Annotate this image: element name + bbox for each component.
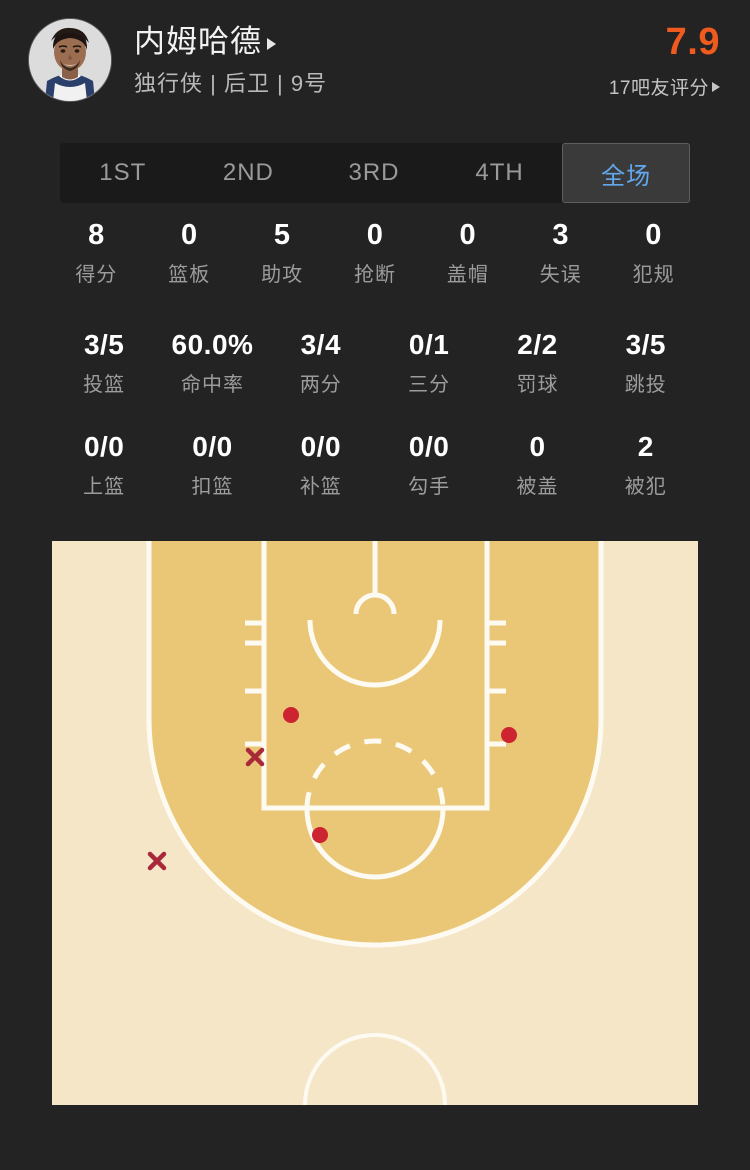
stat-dunks: 0/0 扣篮 [158, 430, 266, 499]
rating-score: 7.9 [665, 20, 720, 63]
stat-label: 命中率 [180, 374, 244, 396]
stat-value: 0/1 [408, 329, 450, 360]
stat-value: 3/5 [625, 329, 667, 360]
stat-fouls: 0 犯规 [607, 218, 700, 287]
stat-value: 0/0 [83, 431, 125, 462]
stat-hook-shots: 0/0 勾手 [375, 430, 483, 499]
stat-label: 跳投 [624, 374, 667, 396]
stat-value: 0 [366, 219, 384, 251]
shot-make-marker[interactable] [283, 707, 299, 723]
stat-free-throws: 2/2 罚球 [483, 328, 591, 397]
stat-value: 0 [529, 431, 546, 462]
stat-fg-percentage: 60.0% 命中率 [158, 328, 266, 397]
stat-label: 两分 [299, 374, 342, 396]
free-throw-circle-dashed-half [304, 738, 446, 810]
stat-label: 补篮 [299, 476, 342, 498]
stat-rebounds: 0 篮板 [143, 218, 236, 287]
avatar-image [29, 19, 111, 101]
stat-value: 0/0 [192, 431, 233, 462]
stat-label: 犯规 [632, 264, 675, 286]
page-title: 内姆哈德 [134, 24, 262, 59]
stat-value: 3 [552, 219, 570, 251]
stat-turnovers: 3 失误 [514, 218, 607, 287]
stat-layups: 0/0 上篮 [50, 430, 158, 499]
stat-shots-blocked: 0 被盖 [483, 430, 591, 499]
stat-label: 抢断 [354, 264, 396, 286]
stat-label: 失误 [539, 264, 582, 286]
lane-hash-marks-left [245, 620, 264, 747]
center-circle-arc [303, 1033, 447, 1105]
tab-1st[interactable]: 1ST [99, 159, 147, 186]
stat-value: 0/0 [300, 431, 342, 462]
stat-assists: 5 助攻 [236, 218, 329, 287]
tab-3rd[interactable]: 3RD [348, 159, 400, 186]
player-header: 内姆哈德 独行侠 | 后卫 | 9号 7.9 17吧友评分 [0, 0, 750, 120]
tab-full-game[interactable]: 全场 [562, 143, 690, 203]
player-meta: 独行侠 | 后卫 | 9号 [134, 71, 328, 96]
tab-4th[interactable]: 4TH [475, 159, 524, 186]
shot-miss-marker[interactable] [147, 851, 167, 871]
stat-label: 得分 [75, 264, 118, 286]
stat-steals: 0 抢断 [329, 218, 422, 287]
stat-value: 0 [180, 219, 198, 251]
stat-label: 被盖 [516, 476, 559, 498]
stat-two-pointers: 3/4 两分 [267, 328, 375, 397]
period-tab-bar: 1ST 2ND 3RD 4TH 全场 [60, 143, 690, 203]
stat-label: 勾手 [408, 476, 451, 498]
tab-2nd[interactable]: 2ND [222, 159, 274, 186]
stat-value: 2/2 [517, 329, 558, 360]
stat-field-goals: 3/5 投篮 [50, 328, 158, 397]
chevron-right-icon [712, 82, 720, 92]
stat-value: 0 [645, 219, 662, 251]
stat-label: 罚球 [516, 374, 559, 396]
rating-block[interactable]: 7.9 17吧友评分 [609, 21, 720, 100]
stat-value: 3/4 [300, 329, 342, 360]
stat-value: 0/0 [408, 431, 450, 462]
player-name-row[interactable]: 内姆哈德 [134, 22, 609, 62]
stat-label: 扣篮 [191, 476, 234, 498]
stat-label: 三分 [408, 374, 451, 396]
shot-chart-court [52, 541, 698, 1105]
stat-value: 3/5 [83, 329, 125, 360]
stat-points: 8 得分 [50, 218, 143, 287]
shot-make-marker[interactable] [501, 727, 517, 743]
chevron-right-icon [267, 38, 276, 50]
stat-label: 助攻 [261, 264, 304, 286]
stat-putbacks: 0/0 补篮 [267, 430, 375, 499]
shot-miss-marker[interactable] [245, 747, 265, 767]
three-point-line [146, 541, 604, 948]
avatar[interactable] [28, 18, 112, 102]
stat-fouls-drawn: 2 被犯 [592, 430, 700, 499]
stat-label: 盖帽 [446, 264, 489, 286]
stat-label: 被犯 [624, 476, 667, 498]
stat-value: 0 [459, 219, 477, 251]
stat-three-pointers: 0/1 三分 [375, 328, 483, 397]
stat-value: 60.0% [171, 329, 254, 360]
stat-value: 8 [88, 219, 105, 251]
stat-value: 5 [273, 219, 291, 251]
shot-make-marker[interactable] [312, 827, 328, 843]
shot-chart[interactable] [52, 541, 698, 1105]
restricted-area-arc [307, 619, 443, 688]
stat-jump-shots: 3/5 跳投 [592, 328, 700, 397]
lane-hash-marks-right [487, 620, 506, 747]
stat-label: 上篮 [83, 476, 126, 498]
player-identity: 内姆哈德 独行侠 | 后卫 | 9号 [134, 22, 609, 98]
stat-value: 2 [637, 431, 654, 462]
paint-key [261, 541, 490, 811]
stat-row-shot-types: 0/0 上篮 0/0 扣篮 0/0 补篮 0/0 勾手 0 被盖 2 被犯 [50, 430, 700, 499]
stat-blocks: 0 盖帽 [421, 218, 514, 287]
rim-hoop [353, 592, 397, 615]
stat-label: 篮板 [168, 264, 211, 286]
stat-label: 投篮 [83, 374, 126, 396]
rating-caption-row[interactable]: 17吧友评分 [609, 73, 720, 100]
rating-count-label: 17吧友评分 [608, 77, 709, 99]
stat-row-shooting: 3/5 投篮 60.0% 命中率 3/4 两分 0/1 三分 2/2 罚球 3/… [50, 328, 700, 397]
stat-row-primary: 8 得分 0 篮板 5 助攻 0 抢断 0 盖帽 3 失误 0 犯规 [50, 218, 700, 287]
